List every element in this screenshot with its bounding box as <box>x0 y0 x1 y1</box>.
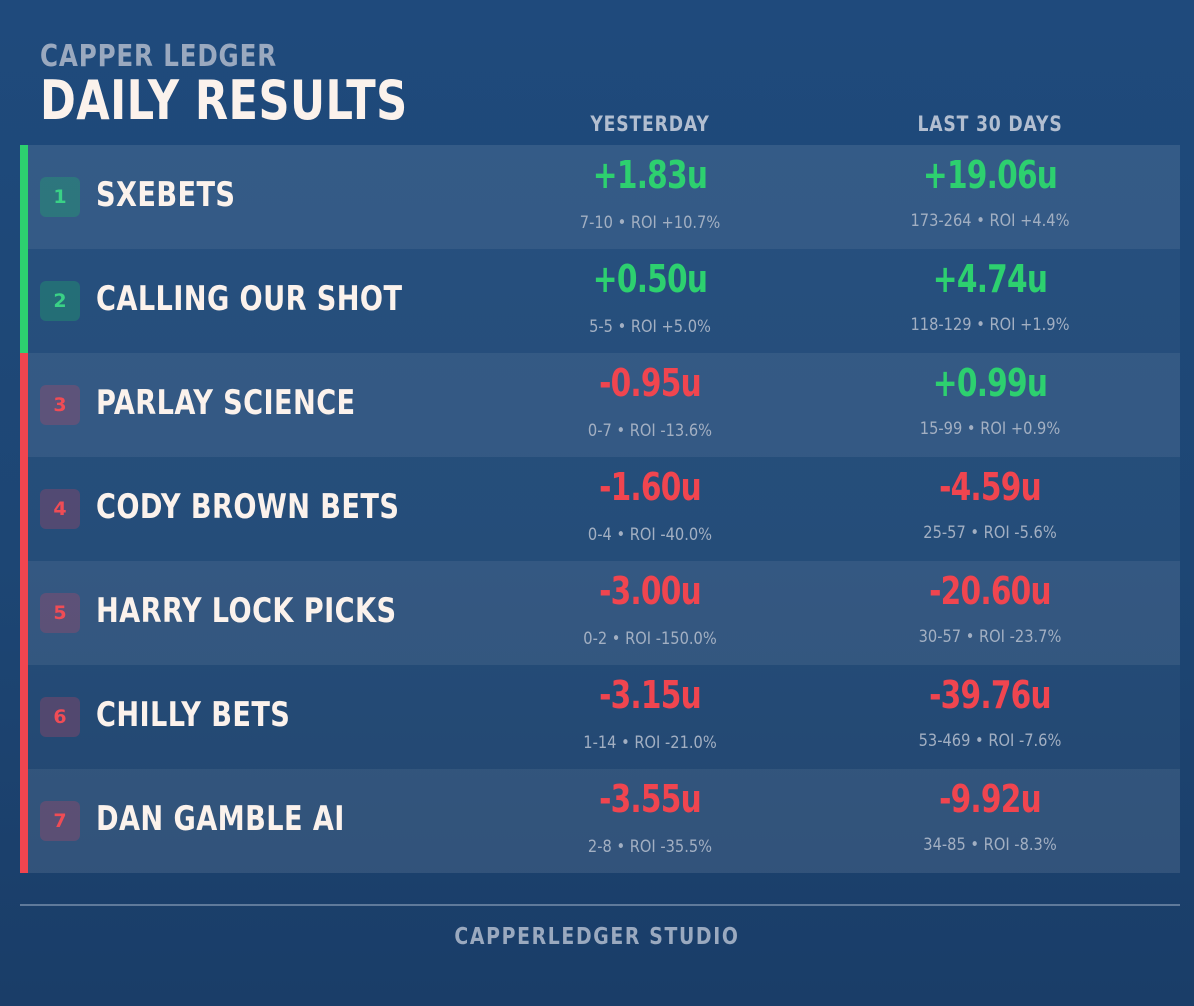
yesterday-record: 1-14 • ROI -21.0% <box>583 733 717 753</box>
last-30-days-cell: +4.74u 118-129 • ROI +1.9% <box>840 255 1140 335</box>
yesterday-record: 5-5 • ROI +5.0% <box>589 317 711 337</box>
capper-name: CALLING OUR SHOT <box>96 279 403 319</box>
last-30-days-record: 118-129 • ROI +1.9% <box>910 315 1070 335</box>
last-30-days-record: 30-57 • ROI -23.7% <box>918 627 1062 647</box>
page-header: CAPPER LEDGER DAILY RESULTS <box>40 39 500 132</box>
last-30-days-record: 173-264 • ROI +4.4% <box>910 211 1070 231</box>
yesterday-cell: -0.95u 0-7 • ROI -13.6% <box>500 359 800 441</box>
last-30-days-record: 53-469 • ROI -7.6% <box>918 731 1062 751</box>
table-row: 2 CALLING OUR SHOT +0.50u 5-5 • ROI +5.0… <box>20 249 1180 353</box>
yesterday-cell: -3.15u 1-14 • ROI -21.0% <box>500 671 800 753</box>
table-row: 1 SXEBETS +1.83u 7-10 • ROI +10.7% +19.0… <box>20 145 1180 249</box>
footer-label: CAPPERLEDGER STUDIO <box>454 924 740 950</box>
last-30-days-record: 15-99 • ROI +0.9% <box>919 419 1061 439</box>
capper-name: SXEBETS <box>96 175 236 215</box>
last-30-days-record: 25-57 • ROI -5.6% <box>923 523 1057 543</box>
table-row: 5 HARRY LOCK PICKS -3.00u 0-2 • ROI -150… <box>20 561 1180 665</box>
last-30-days-units: +4.74u <box>932 257 1048 301</box>
trend-indicator <box>20 457 28 561</box>
yesterday-units: -3.55u <box>599 777 702 821</box>
rank-badge: 2 <box>40 281 80 321</box>
yesterday-record: 7-10 • ROI +10.7% <box>579 213 721 233</box>
rank-badge: 5 <box>40 593 80 633</box>
trend-indicator <box>20 769 28 873</box>
yesterday-units: -1.60u <box>599 465 702 509</box>
column-header-yesterday: YESTERDAY <box>590 112 710 136</box>
trend-indicator <box>20 145 28 249</box>
page-title: DAILY RESULTS <box>40 69 408 132</box>
yesterday-record: 0-7 • ROI -13.6% <box>587 421 713 441</box>
yesterday-units: -3.15u <box>599 673 702 717</box>
table-row: 4 CODY BROWN BETS -1.60u 0-4 • ROI -40.0… <box>20 457 1180 561</box>
trend-indicator <box>20 665 28 769</box>
rank-badge: 3 <box>40 385 80 425</box>
last-30-days-record: 34-85 • ROI -8.3% <box>923 835 1057 855</box>
brand-name: CAPPER LEDGER <box>40 39 277 74</box>
capper-name: CODY BROWN BETS <box>96 487 400 527</box>
yesterday-cell: -3.00u 0-2 • ROI -150.0% <box>500 567 800 649</box>
last-30-days-cell: +19.06u 173-264 • ROI +4.4% <box>840 151 1140 231</box>
capper-name: CHILLY BETS <box>96 695 291 735</box>
last-30-days-cell: -4.59u 25-57 • ROI -5.6% <box>840 463 1140 543</box>
column-header-last-30-days: LAST 30 DAYS <box>917 112 1063 136</box>
table-row: 6 CHILLY BETS -3.15u 1-14 • ROI -21.0% -… <box>20 665 1180 769</box>
table-row: 3 PARLAY SCIENCE -0.95u 0-7 • ROI -13.6%… <box>20 353 1180 457</box>
last-30-days-cell: -39.76u 53-469 • ROI -7.6% <box>840 671 1140 751</box>
last-30-days-units: -9.92u <box>939 777 1042 821</box>
capper-name: DAN GAMBLE AI <box>96 799 345 839</box>
last-30-days-units: -39.76u <box>929 673 1051 717</box>
last-30-days-cell: -9.92u 34-85 • ROI -8.3% <box>840 775 1140 855</box>
capper-name: PARLAY SCIENCE <box>96 383 356 423</box>
yesterday-units: -3.00u <box>599 569 702 613</box>
yesterday-cell: +0.50u 5-5 • ROI +5.0% <box>500 255 800 337</box>
trend-indicator <box>20 561 28 665</box>
yesterday-cell: -1.60u 0-4 • ROI -40.0% <box>500 463 800 545</box>
trend-indicator <box>20 353 28 457</box>
rank-badge: 1 <box>40 177 80 217</box>
last-30-days-cell: +0.99u 15-99 • ROI +0.9% <box>840 359 1140 439</box>
yesterday-units: +0.50u <box>592 257 708 301</box>
table-row: 7 DAN GAMBLE AI -3.55u 2-8 • ROI -35.5% … <box>20 769 1180 873</box>
yesterday-cell: -3.55u 2-8 • ROI -35.5% <box>500 775 800 857</box>
rank-badge: 7 <box>40 801 80 841</box>
rank-badge: 6 <box>40 697 80 737</box>
results-table: 1 SXEBETS +1.83u 7-10 • ROI +10.7% +19.0… <box>20 145 1180 873</box>
rank-badge: 4 <box>40 489 80 529</box>
trend-indicator <box>20 249 28 353</box>
last-30-days-cell: -20.60u 30-57 • ROI -23.7% <box>840 567 1140 647</box>
yesterday-cell: +1.83u 7-10 • ROI +10.7% <box>500 151 800 233</box>
yesterday-units: +1.83u <box>592 153 708 197</box>
last-30-days-units: +0.99u <box>932 361 1048 405</box>
yesterday-record: 0-4 • ROI -40.0% <box>587 525 713 545</box>
yesterday-record: 0-2 • ROI -150.0% <box>583 629 717 649</box>
footer-divider <box>20 904 1180 906</box>
last-30-days-units: -4.59u <box>939 465 1042 509</box>
yesterday-units: -0.95u <box>599 361 702 405</box>
last-30-days-units: +19.06u <box>922 153 1058 197</box>
last-30-days-units: -20.60u <box>929 569 1051 613</box>
yesterday-record: 2-8 • ROI -35.5% <box>587 837 713 857</box>
capper-name: HARRY LOCK PICKS <box>96 591 397 631</box>
